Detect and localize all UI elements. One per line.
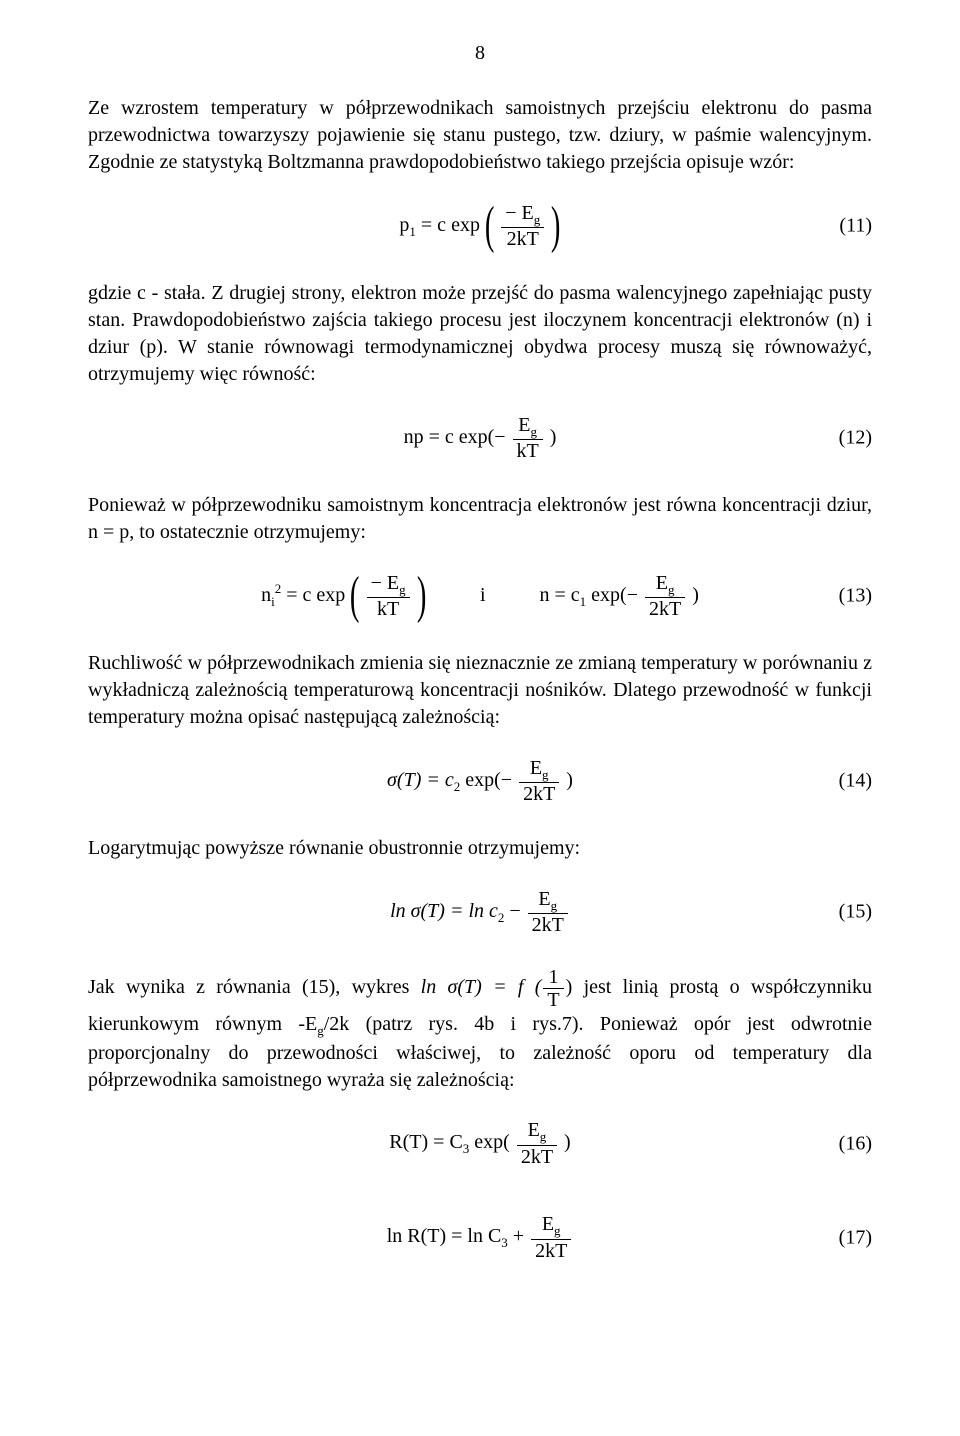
eq13-right-tail: exp(− — [586, 584, 638, 606]
paragraph-6: Jak wynika z równania (15), wykres ln σ(… — [88, 966, 872, 1094]
eq11-rparen-icon: ) — [551, 205, 561, 247]
eq16-mid: exp( — [469, 1131, 510, 1153]
eq16-frac-num-sub: g — [540, 1129, 547, 1144]
eq15-lhs: ln σ(T) = ln c — [390, 900, 498, 922]
eq15-mid: − — [504, 900, 525, 922]
paragraph-3: Ponieważ w półprzewodniku samoistnym kon… — [88, 492, 872, 546]
eq13-rparen-icon: ) — [417, 575, 427, 617]
equation-13: ni2 = c exp ( − Eg kT ) i n = c1 exp(− E… — [88, 564, 872, 628]
eq11-frac: − Eg 2kT — [501, 202, 544, 250]
eq11-lhs-var: p — [399, 214, 409, 236]
eq13-left-frac-den: kT — [367, 598, 410, 620]
para6-a: Jak wynika z równania (15), wykres — [88, 976, 421, 998]
eq12-frac-den: kT — [513, 440, 543, 462]
paragraph-5: Logarytmując powyższe równanie obustronn… — [88, 835, 872, 862]
equation-11: p1 = c exp ( − Eg 2kT ) (11) — [88, 194, 872, 258]
equation-16: R(T) = C3 exp( Eg 2kT ) (16) — [88, 1112, 872, 1176]
eq17-frac: Eg 2kT — [531, 1213, 571, 1261]
eq13-right-frac-num: E — [656, 572, 668, 594]
eq13-left-sup: 2 — [275, 581, 282, 596]
eq14-number: (14) — [839, 768, 872, 795]
eq17-frac-num: E — [542, 1213, 554, 1235]
para6-frac-num: 1 — [543, 966, 563, 989]
eq17-frac-num-sub: g — [554, 1223, 561, 1238]
eq15-frac-den: 2kT — [528, 914, 568, 936]
paragraph-2: gdzie c - stała. Z drugiej strony, elekt… — [88, 280, 872, 388]
eq11-lhs-sub: 1 — [409, 224, 416, 239]
eq15-frac: Eg 2kT — [528, 888, 568, 936]
eq12-frac: Eg kT — [513, 414, 543, 462]
eq13-right-close: ) — [692, 584, 699, 606]
eq11-frac-den: 2kT — [501, 228, 544, 250]
paragraph-4: Ruchliwość w półprzewodnikach zmienia si… — [88, 650, 872, 731]
eq16-frac: Eg 2kT — [517, 1119, 557, 1167]
eq13-left-coeff: = c exp — [286, 584, 345, 606]
para6-frac-den: T — [543, 989, 563, 1011]
eq13-left-var: n — [261, 584, 271, 606]
eq14-frac-den: 2kT — [519, 783, 559, 805]
eq13-number: (13) — [839, 583, 872, 610]
eq11-equals: = — [421, 214, 437, 236]
eq14-frac-num-sub: g — [542, 767, 549, 782]
eq17-mid: + — [508, 1225, 529, 1247]
eq13-left-frac-num: − E — [371, 572, 400, 594]
eq13-right-frac: Eg 2kT — [645, 572, 685, 620]
para6-inline-close: ) — [566, 976, 573, 998]
eq17-number: (17) — [839, 1224, 872, 1251]
eq14-close: ) — [566, 769, 573, 791]
eq16-frac-num: E — [528, 1119, 540, 1141]
eq13-left-frac: − Eg kT — [367, 572, 410, 620]
eq15-number: (15) — [839, 899, 872, 926]
equation-15: ln σ(T) = ln c2 − Eg 2kT (15) — [88, 880, 872, 944]
eq16-number: (16) — [839, 1130, 872, 1157]
eq12-close: ) — [550, 426, 557, 448]
eq13-right-frac-den: 2kT — [645, 598, 685, 620]
eq14-mid: exp(− — [460, 769, 512, 791]
eq16-lhs: R(T) = C — [389, 1131, 463, 1153]
eq12-lhs: np = c exp(− — [404, 426, 506, 448]
para6-inline-lhs: ln σ(T) = f ( — [421, 976, 542, 998]
eq12-frac-num-sub: g — [531, 424, 538, 439]
eq13-right: n = c — [540, 584, 580, 606]
eq17-lhs: ln R(T) = ln C — [387, 1225, 502, 1247]
eq11-func: exp — [451, 214, 480, 236]
eq11-frac-num: − E — [505, 202, 534, 224]
eq13-right-frac-num-sub: g — [668, 582, 675, 597]
eq13-mid: i — [480, 582, 486, 609]
eq15-frac-num: E — [538, 888, 550, 910]
eq13-left-frac-num-sub: g — [399, 582, 406, 597]
eq14-frac: Eg 2kT — [519, 757, 559, 805]
eq11-number: (11) — [839, 213, 872, 240]
equation-17: ln R(T) = ln C3 + Eg 2kT (17) — [88, 1206, 872, 1270]
equation-12: np = c exp(− Eg kT ) (12) — [88, 406, 872, 470]
eq13-lparen-icon: ( — [350, 575, 360, 617]
eq14-frac-num: E — [530, 757, 542, 779]
eq11-lparen-icon: ( — [485, 205, 495, 247]
eq17-frac-den: 2kT — [531, 1240, 571, 1262]
eq15-frac-num-sub: g — [551, 898, 558, 913]
page-number: 8 — [88, 40, 872, 67]
eq11-coeff: c — [437, 214, 446, 236]
eq14-lhs: σ(T) = c — [387, 769, 454, 791]
equation-14: σ(T) = c2 exp(− Eg 2kT ) (14) — [88, 749, 872, 813]
eq12-number: (12) — [839, 425, 872, 452]
eq12-frac-num: E — [518, 414, 530, 436]
eq16-close: ) — [564, 1131, 571, 1153]
eq16-frac-den: 2kT — [517, 1146, 557, 1168]
paragraph-1: Ze wzrostem temperatury w półprzewodnika… — [88, 95, 872, 176]
eq11-frac-num-sub: g — [534, 212, 541, 227]
para6-inline-frac: 1T — [543, 966, 563, 1011]
